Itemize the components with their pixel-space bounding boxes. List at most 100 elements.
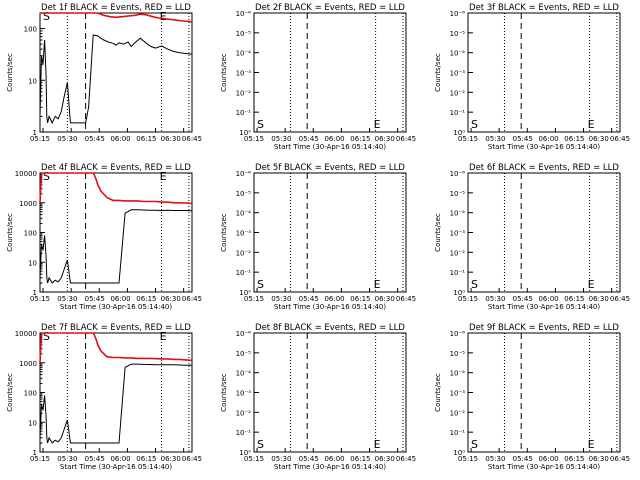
plot-det-5f: Det 5f BLACK = Events, RED = LLD Counts/s…	[220, 163, 416, 311]
y-tick-label: 10⁻⁵	[450, 350, 466, 358]
y-tick-label: 10⁻⁶	[450, 10, 466, 18]
x-tick-label: 06:00	[538, 135, 558, 143]
x-tick-label: 06:15	[564, 295, 584, 303]
y-tick-label: 10⁻⁶	[450, 330, 466, 338]
x-tick-label: 06:45	[610, 295, 630, 303]
start-marker: S	[257, 438, 264, 451]
x-tick-label: 05:30	[57, 295, 77, 303]
x-tick-label: 05:45	[513, 135, 533, 143]
y-tick-label: 10⁰	[239, 289, 251, 297]
x-axis-label: Start Time (30-Apr-16 05:14:40)	[274, 143, 386, 151]
y-axis-label: Counts/sec	[434, 213, 442, 252]
y-tick-label: 100	[24, 390, 37, 398]
x-tick-label: 06:15	[136, 135, 156, 143]
x-tick-label: 05:30	[485, 135, 505, 143]
y-tick-label: 10000	[15, 330, 37, 338]
y-tick-label: 10⁻³	[450, 230, 466, 238]
y-tick-label: 10⁻⁴	[450, 210, 466, 218]
end-marker: E	[374, 118, 381, 131]
end-marker: E	[588, 438, 595, 451]
x-tick-label: 06:30	[375, 455, 395, 463]
plot-title: Det 6f BLACK = Events, RED = LLD	[469, 163, 619, 173]
x-tick-label: 05:15	[30, 455, 50, 463]
x-tick-label: 05:30	[57, 455, 77, 463]
y-tick-label: 10⁻³	[236, 230, 252, 238]
y-tick-label: 10	[28, 419, 37, 427]
x-tick-label: 06:15	[136, 455, 156, 463]
x-tick-label: 05:45	[85, 135, 105, 143]
x-tick-label: 06:30	[161, 135, 181, 143]
x-tick-label: 05:15	[458, 455, 478, 463]
plot-title: Det 4f BLACK = Events, RED = LLD	[41, 163, 191, 173]
y-tick-label: 10⁻²	[450, 249, 466, 257]
x-tick-label: 06:00	[324, 295, 344, 303]
x-tick-label: 06:45	[396, 295, 416, 303]
x-tick-label: 06:15	[350, 295, 370, 303]
y-tick-label: 10⁻²	[236, 249, 252, 257]
y-tick-label: 1	[33, 449, 37, 457]
series-line-lld	[39, 332, 193, 363]
x-axis-label: Start Time (30-Apr-16 05:14:40)	[60, 463, 172, 471]
start-marker: S	[257, 278, 264, 291]
x-tick-label: 05:45	[299, 455, 319, 463]
plot-title: Det 7f BLACK = Events, RED = LLD	[41, 323, 191, 333]
series-line-events	[39, 363, 193, 444]
y-tick-label: 1	[33, 289, 37, 297]
plot-frame	[253, 172, 407, 293]
plot-frame	[253, 12, 407, 133]
plot-det-6f: Det 6f BLACK = Events, RED = LLD Counts/s…	[434, 163, 630, 311]
x-axis-label: Start Time (30-Apr-16 05:14:40)	[274, 303, 386, 311]
plot-frame	[467, 172, 621, 293]
x-tick-label: 05:45	[85, 455, 105, 463]
x-tick-label: 06:30	[161, 455, 181, 463]
end-marker: E	[160, 10, 167, 23]
x-axis-label: Start Time (30-Apr-16 05:14:40)	[488, 143, 600, 151]
x-tick-label: 06:00	[110, 295, 130, 303]
plot-title: Det 9f BLACK = Events, RED = LLD	[469, 323, 619, 333]
x-tick-label: 05:30	[271, 295, 291, 303]
plot-det-3f: Det 3f BLACK = Events, RED = LLD Counts/s…	[434, 3, 630, 151]
y-tick-label: 10⁻³	[450, 70, 466, 78]
y-tick-label: 10⁻⁴	[236, 370, 252, 378]
end-marker: E	[374, 278, 381, 291]
series-line-events	[39, 209, 193, 284]
plot-title: Det 2f BLACK = Events, RED = LLD	[255, 3, 405, 13]
y-tick-label: 10⁰	[453, 289, 465, 297]
y-tick-label: 10	[28, 259, 37, 267]
x-tick-label: 06:15	[564, 135, 584, 143]
x-tick-label: 05:15	[458, 295, 478, 303]
y-tick-label: 10⁻⁴	[450, 50, 466, 58]
x-tick-label: 06:15	[564, 455, 584, 463]
start-marker: S	[43, 10, 50, 23]
x-tick-label: 06:30	[375, 295, 395, 303]
x-tick-label: 06:15	[350, 135, 370, 143]
x-tick-label: 05:45	[299, 135, 319, 143]
x-tick-label: 06:30	[161, 295, 181, 303]
plot-det-7f: Det 7f BLACK = Events, RED = LLD Counts/s…	[6, 323, 202, 471]
y-tick-label: 100	[24, 230, 37, 238]
y-tick-label: 10⁻⁵	[450, 30, 466, 38]
start-marker: S	[257, 118, 264, 131]
end-marker: E	[588, 278, 595, 291]
y-tick-label: 1	[33, 129, 37, 137]
x-tick-label: 05:30	[485, 455, 505, 463]
y-tick-label: 10⁻²	[236, 89, 252, 97]
y-tick-label: 10⁻⁵	[236, 190, 252, 198]
y-axis-label: Counts/sec	[220, 373, 228, 412]
x-tick-label: 05:30	[271, 455, 291, 463]
end-marker: E	[160, 330, 167, 343]
plot-det-2f: Det 2f BLACK = Events, RED = LLD Counts/s…	[220, 3, 416, 151]
plot-det-4f: Det 4f BLACK = Events, RED = LLD Counts/s…	[6, 163, 202, 311]
y-axis-label: Counts/sec	[434, 53, 442, 92]
y-tick-label: 10⁻⁴	[236, 50, 252, 58]
y-tick-label: 10⁻¹	[450, 429, 466, 437]
x-tick-label: 06:45	[182, 295, 202, 303]
x-tick-label: 05:15	[30, 135, 50, 143]
y-tick-label: 10⁻⁶	[236, 330, 252, 338]
plot-frame	[253, 332, 407, 453]
series-line-lld	[40, 12, 193, 23]
end-marker: E	[588, 118, 595, 131]
y-tick-label: 100	[24, 26, 37, 34]
x-tick-label: 06:30	[589, 135, 609, 143]
